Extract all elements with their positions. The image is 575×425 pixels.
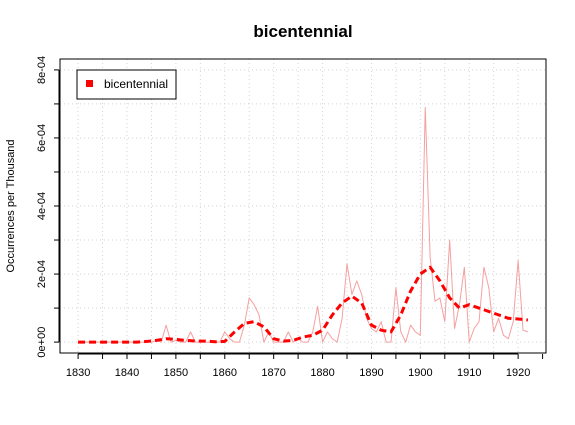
series-layer: [78, 106, 529, 344]
y-tick-label: 4e-04: [36, 192, 48, 220]
x-tick-label: 1860: [213, 367, 237, 379]
chart-title: bicentennial: [253, 22, 352, 41]
y-tick-label: 2e-04: [36, 260, 48, 288]
x-tick-label: 1830: [66, 367, 90, 379]
y-axis: 0e+00 2e-04 4e-04 6e-04 8e-04: [36, 56, 60, 358]
y-tick-label: 8e-04: [36, 56, 48, 84]
x-tick-label: 1910: [457, 367, 481, 379]
series-line-raw: [78, 106, 529, 343]
legend-label: bicentennial: [104, 77, 168, 91]
legend-box: [76, 69, 177, 100]
x-tick-label: 1840: [115, 367, 139, 379]
y-tick-label: 6e-04: [36, 124, 48, 152]
x-axis: 1830 1840 1850 1860 1870 1880 1890 1900 1910 1920: [66, 353, 544, 379]
plot-border: [59, 58, 547, 354]
y-tick-label: 0e+00: [36, 327, 48, 358]
x-tick-label: 1890: [359, 367, 383, 379]
x-tick-label: 1850: [164, 367, 188, 379]
y-axis-label: Occurrences per Thousand: [5, 139, 17, 272]
x-tick-label: 1870: [261, 367, 285, 379]
x-tick-label: 1920: [506, 367, 530, 379]
legend-swatch: [86, 80, 93, 87]
x-tick-label: 1900: [408, 367, 432, 379]
legend: bicentennial: [76, 69, 177, 100]
x-tick-label: 1880: [310, 367, 334, 379]
